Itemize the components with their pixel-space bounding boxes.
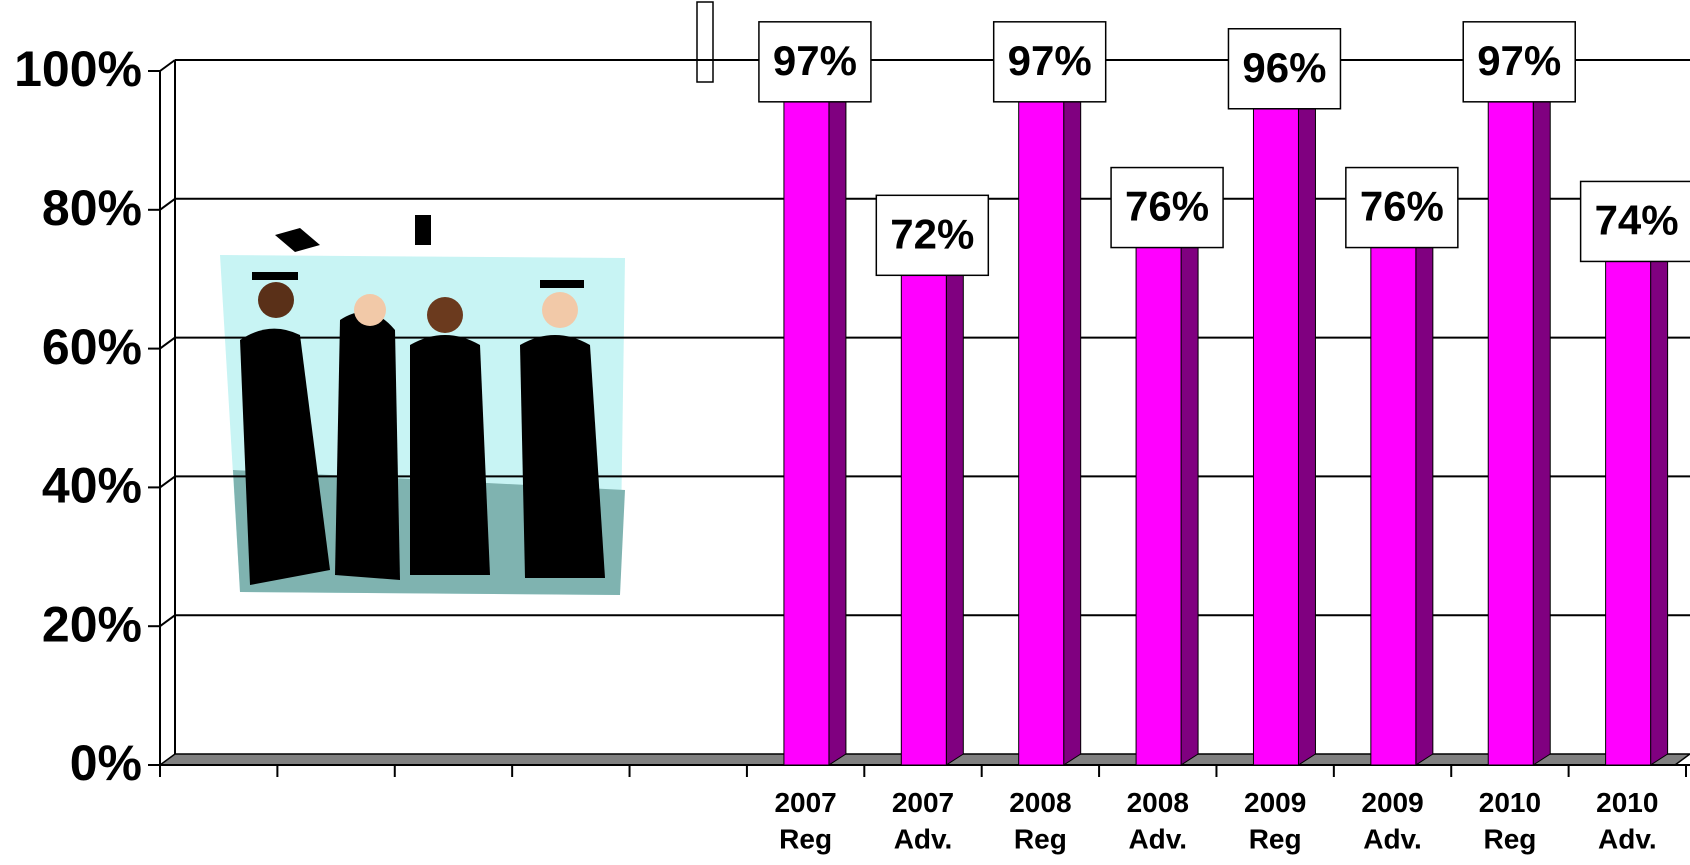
value-label-box	[875, 194, 990, 277]
grid-corner	[159, 475, 176, 489]
y-tick-label: 40%	[42, 458, 142, 514]
bar-side	[1532, 91, 1551, 766]
y-tick-label: 100%	[14, 41, 142, 97]
grid-corner	[159, 197, 176, 211]
decor-box	[696, 1, 714, 83]
value-label: 74%	[1595, 197, 1679, 244]
bar-side	[945, 264, 964, 766]
bar-side	[1650, 250, 1669, 766]
value-label-box	[758, 21, 872, 103]
value-label: 72%	[890, 210, 974, 257]
x-tick-label: 2008 Reg	[1009, 787, 1071, 854]
value-label: 97%	[773, 37, 857, 84]
value-label-box	[1345, 166, 1459, 249]
bar	[1018, 91, 1065, 766]
value-label: 76%	[1360, 183, 1444, 230]
bar-side	[1415, 237, 1434, 766]
value-label-box	[1227, 28, 1342, 110]
x-tick-label: 2010 Reg	[1479, 787, 1541, 854]
y-tick-label: 60%	[42, 319, 142, 375]
value-label-box	[1110, 166, 1224, 249]
y-tick-label: 80%	[42, 180, 142, 236]
value-label-box	[992, 21, 1107, 103]
bar	[1370, 237, 1417, 766]
x-tick-label: 2009 Reg	[1244, 787, 1306, 854]
grid-corner	[159, 614, 176, 628]
value-label: 76%	[1125, 183, 1209, 230]
value-label: 97%	[1008, 37, 1092, 84]
grid-corner	[159, 336, 176, 350]
value-label-box	[1462, 21, 1576, 103]
x-tick-label: 2008 Adv.	[1127, 787, 1189, 854]
graduates-clipart	[220, 215, 625, 595]
bar	[1135, 237, 1182, 766]
x-tick-label: 2009 Adv.	[1361, 787, 1423, 854]
grid-corner	[159, 59, 176, 72]
bar-side	[1063, 91, 1082, 766]
bar-side	[1180, 237, 1199, 766]
bar	[1487, 91, 1534, 766]
y-tick-label: 0%	[70, 735, 142, 791]
bar	[900, 264, 947, 766]
value-label: 97%	[1477, 37, 1561, 84]
y-tick-label: 20%	[42, 596, 142, 652]
bar-side	[1297, 98, 1316, 766]
bar-side	[828, 91, 847, 766]
value-label-box	[1579, 180, 1690, 263]
bar	[1605, 250, 1652, 766]
x-tick-label: 2007 Reg	[774, 787, 836, 854]
value-label: 96%	[1242, 44, 1326, 91]
x-tick-label: 2010 Adv.	[1596, 787, 1658, 854]
bar	[783, 91, 830, 766]
bar	[1252, 98, 1299, 766]
x-tick-label: 2007 Adv.	[892, 787, 954, 854]
